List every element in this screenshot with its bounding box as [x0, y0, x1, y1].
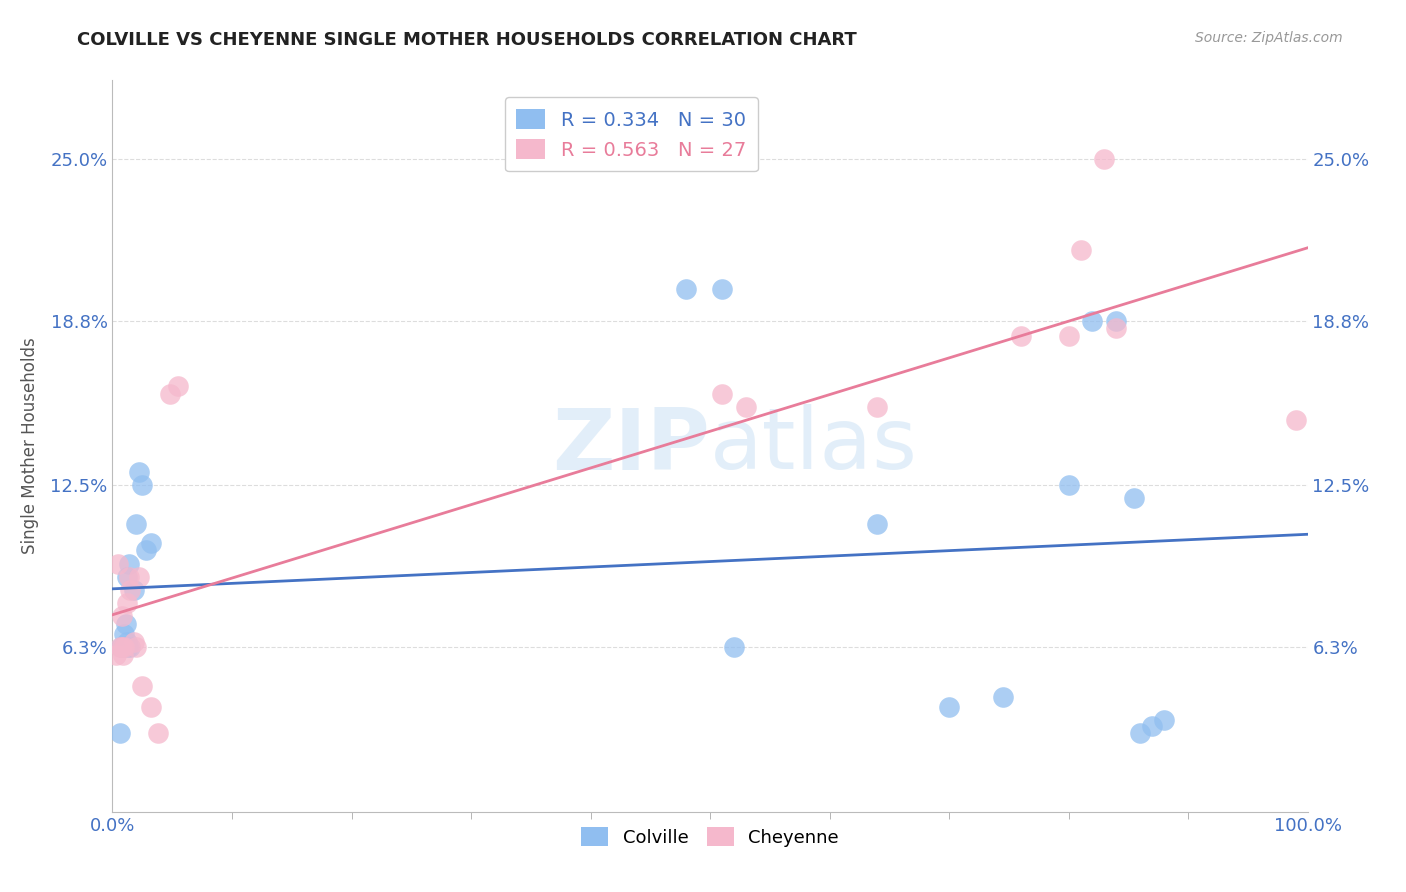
Point: [135, 543, 157, 558]
Point: [711, 386, 734, 401]
Point: [131, 679, 153, 693]
Point: [105, 648, 128, 662]
Point: [1081, 313, 1104, 327]
Point: [110, 640, 132, 655]
Point: [115, 596, 138, 610]
Point: [114, 616, 136, 631]
Point: [128, 465, 150, 479]
Text: COLVILLE VS CHEYENNE SINGLE MOTHER HOUSEHOLDS CORRELATION CHART: COLVILLE VS CHEYENNE SINGLE MOTHER HOUSE…: [77, 31, 858, 49]
Point: [1057, 329, 1080, 343]
Point: [115, 635, 138, 649]
Point: [114, 627, 135, 641]
Point: [111, 608, 134, 623]
Point: [122, 582, 145, 597]
Point: [1057, 478, 1080, 492]
Point: [167, 379, 190, 393]
Point: [723, 640, 745, 655]
Point: [1142, 718, 1164, 732]
Text: Source: ZipAtlas.com: Source: ZipAtlas.com: [1195, 31, 1343, 45]
Point: [866, 400, 889, 414]
Point: [1094, 152, 1116, 166]
Point: [1153, 714, 1175, 728]
Point: [112, 648, 135, 662]
Point: [159, 386, 181, 401]
Point: [1070, 243, 1092, 257]
Text: ZIP: ZIP: [553, 404, 710, 488]
Point: [128, 569, 150, 583]
Point: [118, 557, 141, 571]
Point: [1105, 321, 1128, 335]
Point: [146, 726, 169, 740]
Point: [112, 640, 135, 655]
Point: [108, 640, 131, 655]
Point: [125, 640, 148, 655]
Point: [120, 582, 142, 597]
Point: [1010, 329, 1032, 343]
Point: [1285, 413, 1308, 427]
Point: [675, 282, 697, 296]
Point: [711, 282, 734, 296]
Point: [125, 517, 148, 532]
Point: [107, 557, 129, 571]
Point: [111, 640, 134, 655]
Point: [118, 569, 141, 583]
Y-axis label: Single Mother Households: Single Mother Households: [21, 338, 39, 554]
Point: [122, 635, 145, 649]
Point: [114, 640, 135, 655]
Point: [108, 726, 131, 740]
Point: [139, 700, 162, 714]
Point: [120, 640, 142, 655]
Text: atlas: atlas: [710, 404, 918, 488]
Point: [991, 690, 1014, 704]
Point: [938, 700, 960, 714]
Point: [117, 640, 139, 655]
Point: [866, 517, 889, 532]
Point: [1129, 726, 1152, 740]
Point: [115, 569, 138, 583]
Legend: Colville, Cheyenne: Colville, Cheyenne: [574, 820, 846, 854]
Point: [114, 640, 135, 655]
Point: [735, 400, 758, 414]
Point: [1123, 491, 1146, 506]
Point: [139, 535, 162, 549]
Point: [131, 478, 153, 492]
Point: [1105, 313, 1128, 327]
